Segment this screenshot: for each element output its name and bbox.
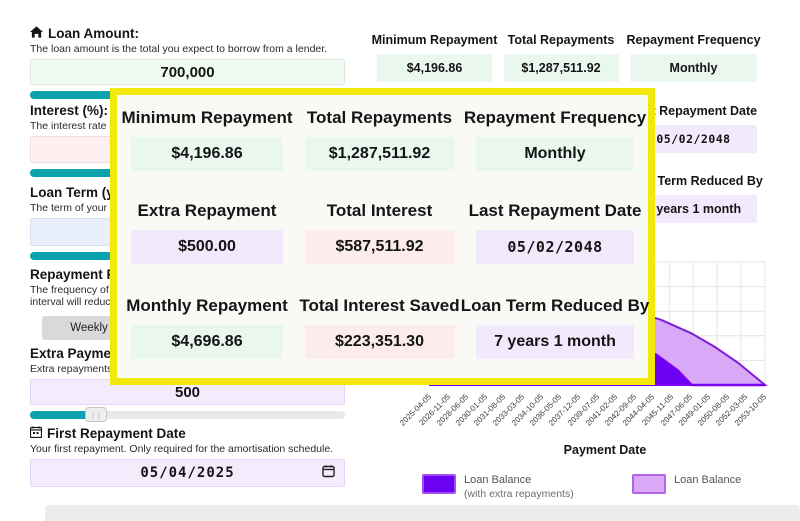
overlay-row-3: Monthly Repayment $4,696.86 Total Interest… (117, 296, 649, 359)
stat-card-value: Monthly (630, 54, 757, 82)
overlay-row-1: Minimum Repayment $4,196.86 Total Repaymen… (117, 108, 648, 171)
stat-card-value: $1,287,511.92 (304, 137, 455, 171)
stat-card: Total Repayments $1,287,511.92 (304, 108, 455, 171)
first-repayment-date-label: First Repayment Date (29, 426, 345, 441)
first-repayment-date-input[interactable]: 05/04/2025 (30, 459, 345, 487)
stat-card-value: Monthly (476, 137, 634, 171)
legend-sublabel: (with extra repayments) (464, 487, 574, 500)
first-repayment-date-desc: Your first repayment. Only required for … (30, 443, 334, 455)
stat-card: Total Repayments $1,287,511.92 (503, 33, 619, 82)
slider-handle[interactable] (85, 407, 107, 422)
stat-card: Minimum Repayment $4,196.86 (372, 33, 497, 82)
stat-card: Repayment Frequency Monthly (626, 33, 761, 82)
stat-card-label: Total Interest (326, 201, 433, 220)
legend-label: Loan Balance (with extra repayments) (464, 474, 574, 500)
footer-bar (45, 505, 800, 521)
stat-card-label: Total Repayments (507, 33, 615, 47)
stat-card: Loan Term Reduced By 7 years 1 month (461, 296, 649, 359)
loan-amount-desc: The loan amount is the total you expect … (30, 43, 328, 55)
chart-x-axis-title: Payment Date (563, 443, 647, 457)
slider-fill (30, 91, 142, 99)
legend-item: Loan Balance (with extra repayments) (422, 474, 574, 501)
stat-card: Minimum Repayment $4,196.86 (122, 108, 293, 171)
stat-card-value: $4,696.86 (131, 325, 283, 359)
stat-card: Total Interest Saved $223,351.30 (299, 296, 460, 359)
loan-amount-label: Loan Amount: (30, 26, 345, 41)
stat-card-label: Loan Term Reduced By (624, 174, 763, 188)
stat-card-value: 7 years 1 month (476, 325, 634, 359)
stat-card-label: Total Interest Saved (299, 296, 460, 315)
loan-amount-input[interactable]: 700,000 (30, 59, 345, 85)
stat-card: Repayment Frequency Monthly (464, 108, 646, 171)
field-first-repayment-date: First Repayment Date Your first repaymen… (29, 426, 345, 487)
legend-label: Loan Balance (674, 474, 742, 486)
stat-card-label: Last Repayment Date (629, 104, 758, 118)
interest-label: Interest (%): (30, 103, 109, 118)
stat-card-label: Repayment Frequency (626, 33, 761, 47)
stat-card-label: Minimum Repayment (371, 33, 498, 47)
calendar-icon (29, 426, 43, 441)
stat-card-label: Total Repayments (306, 108, 453, 127)
stat-card: Extra Repayment $500.00 (131, 201, 283, 264)
stat-card: Total Interest $587,511.92 (304, 201, 455, 264)
stat-card-label: Repayment Frequency (463, 108, 647, 127)
summary-row-1: Minimum Repayment $4,196.86 Total Repaymen… (372, 33, 761, 82)
home-icon (30, 26, 43, 41)
chart-legend: Loan Balance (with extra repayments) Loan … (420, 470, 790, 510)
stat-card-value: 05/02/2048 (476, 230, 634, 264)
stat-card-label: Last Repayment Date (468, 201, 642, 220)
stat-card-value: $500.00 (131, 230, 283, 264)
stat-card-value: $4,196.86 (377, 54, 492, 82)
overlay-row-2: Extra Repayment $500.00 Total Interest $587… (117, 201, 648, 264)
stat-card: Monthly Repayment $4,696.86 (126, 296, 288, 359)
stat-card-value: $1,287,511.92 (503, 54, 619, 82)
stat-card: Last Repayment Date 05/02/2048 (469, 201, 641, 264)
stat-card-value: $587,511.92 (304, 230, 455, 264)
stat-card-label: Minimum Repayment (121, 108, 293, 127)
legend-swatch (422, 474, 456, 494)
calendar-picker-icon[interactable] (322, 465, 335, 482)
stat-card-label: Extra Repayment (137, 201, 277, 220)
legend-item: Loan Balance (632, 474, 741, 494)
slider-fill (30, 411, 90, 419)
legend-swatch (632, 474, 666, 494)
zoom-overlay: Minimum Repayment $4,196.86 Total Repaymen… (110, 88, 655, 385)
stat-card-label: Loan Term Reduced By (460, 296, 650, 315)
stat-card-value: $223,351.30 (304, 325, 455, 359)
stat-card-value: $4,196.86 (131, 137, 283, 171)
stat-card-label: Monthly Repayment (126, 296, 288, 315)
extra-payment-slider[interactable] (30, 407, 345, 422)
